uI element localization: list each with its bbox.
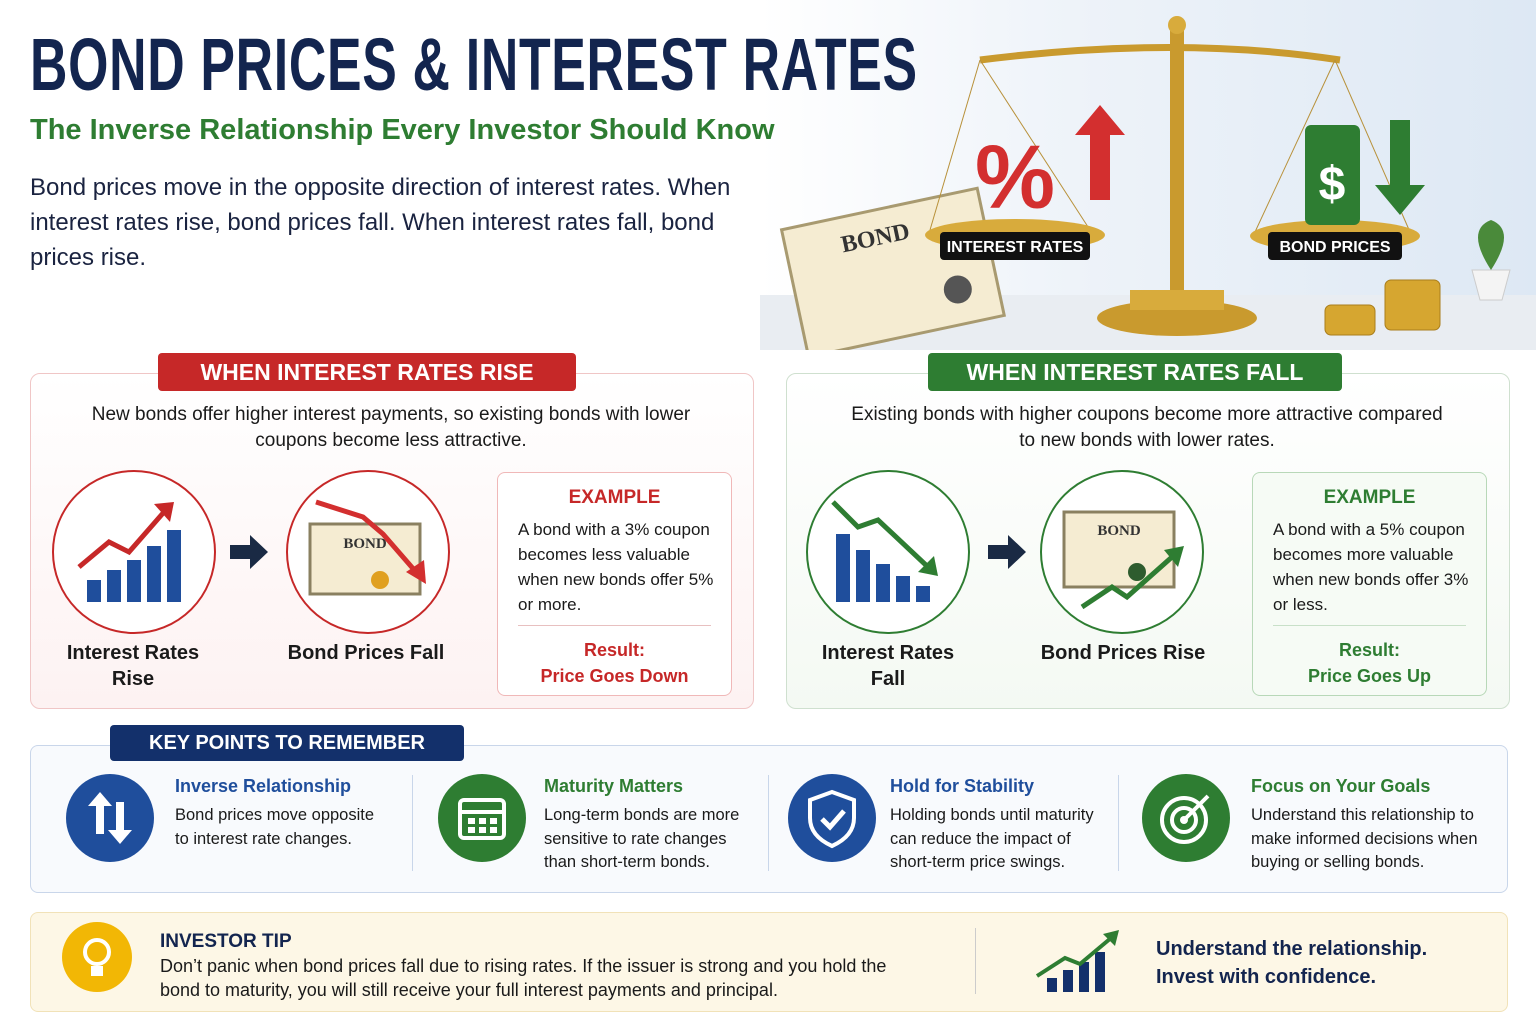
result-label: Result: [583, 640, 645, 660]
key-point-text: Holding bonds until maturity can reduce … [890, 806, 1094, 871]
divider [975, 928, 976, 994]
shield [808, 789, 856, 849]
slogan-line: Understand the relationship. [1156, 938, 1428, 960]
key-point-text: Long-term bonds are more sensitive to ra… [544, 806, 740, 871]
prices-fall-icon: BOND [286, 470, 450, 634]
arrow [988, 535, 1026, 569]
example-heading: EXAMPLE [1323, 487, 1416, 508]
arrow [230, 535, 268, 569]
step-label: Interest Rates Fall [821, 642, 955, 690]
example-text: A bond with a 5% coupon becomes more val… [1273, 520, 1469, 614]
key-point-text: Understand this relationship to make inf… [1251, 806, 1478, 871]
intro: Bond prices move in the opposite directi… [30, 174, 731, 271]
dollar-symbol: $ [1319, 158, 1346, 211]
result-value: Price Goes Up [1307, 666, 1432, 686]
scale-illustration: BOND % $ INTEREST RATES BOND PRICES [760, 16, 1536, 350]
result-value: Price Goes Down [540, 666, 689, 686]
slogan: Understand the relationship. Invest with… [1156, 935, 1427, 991]
slogan-line: Invest with confidence. [1156, 966, 1377, 988]
bulb-icon [62, 922, 132, 992]
fall-description: Existing bonds with higher coupons becom… [786, 402, 1508, 454]
step-label: Interest Rates Rise [66, 642, 200, 690]
rise-example: EXAMPLE A bond with a 3% coupon becomes … [497, 472, 732, 696]
falling-chart [831, 500, 938, 602]
step-label: Bond Prices Fall [287, 642, 445, 664]
rise-description: New bonds offer higher interest payments… [30, 402, 752, 454]
shield-icon [788, 774, 876, 862]
subtitle: The Inverse Relationship Every Investor … [30, 114, 775, 146]
key-point-title: Inverse Relationship [175, 776, 352, 796]
divider [1118, 775, 1119, 871]
rising-chart [77, 502, 181, 602]
key-point-title: Maturity Matters [544, 776, 684, 796]
left-pan-label: INTEREST RATES [947, 239, 1084, 256]
divider [518, 625, 711, 626]
key-point-text: Bond prices move opposite to interest ra… [175, 806, 375, 848]
coins [1324, 279, 1441, 336]
key-points-heading: KEY POINTS TO REMEMBER [110, 725, 464, 761]
rise-heading: WHEN INTEREST RATES RISE [158, 353, 576, 391]
divider [1273, 625, 1466, 626]
bulb [83, 938, 111, 976]
arrows-icon [88, 792, 132, 844]
target-icon [1142, 774, 1230, 862]
calendar-icon [438, 774, 526, 862]
fall-heading: WHEN INTEREST RATES FALL [928, 353, 1342, 391]
tip-heading: INVESTOR TIP [160, 931, 292, 952]
target [1160, 794, 1210, 844]
example-result: Result: Price Goes Down [498, 637, 731, 689]
tip-box [30, 912, 1508, 1012]
rising-certificate: BOND [1062, 510, 1184, 610]
falling-certificate: BOND [308, 499, 426, 596]
certificate-label: BOND [343, 536, 387, 552]
rates-fall-icon [806, 470, 970, 634]
divider [768, 775, 769, 871]
step-label: Bond Prices Rise [1040, 642, 1206, 664]
certificate-label: BOND [1097, 523, 1141, 539]
calendar [458, 798, 506, 840]
divider [412, 775, 413, 871]
right-pan-label: BOND PRICES [1279, 239, 1390, 256]
example-heading: EXAMPLE [568, 487, 661, 508]
key-point-title: Hold for Stability [890, 776, 1034, 796]
fall-description-text: Existing bonds with higher coupons becom… [851, 404, 1443, 451]
inverse-icon [66, 774, 154, 862]
key-point-title: Focus on Your Goals [1251, 776, 1431, 796]
rise-description-text: New bonds offer higher interest payments… [91, 404, 691, 451]
key-points-box [30, 745, 1508, 893]
tip-text: Don’t panic when bond prices fall due to… [160, 956, 887, 1000]
title: BOND PRICES & INTEREST RATES [30, 23, 918, 106]
fall-example: EXAMPLE A bond with a 5% coupon becomes … [1252, 472, 1487, 696]
scale-pole [1170, 30, 1184, 290]
example-result: Result: Price Goes Up [1253, 637, 1486, 689]
percent-symbol: % [975, 128, 1055, 228]
prices-rise-icon: BOND [1040, 470, 1204, 634]
growth-icon [1035, 930, 1119, 992]
result-label: Result: [1338, 640, 1400, 660]
rates-rise-icon [52, 470, 216, 634]
example-text: A bond with a 3% coupon becomes less val… [518, 520, 714, 614]
